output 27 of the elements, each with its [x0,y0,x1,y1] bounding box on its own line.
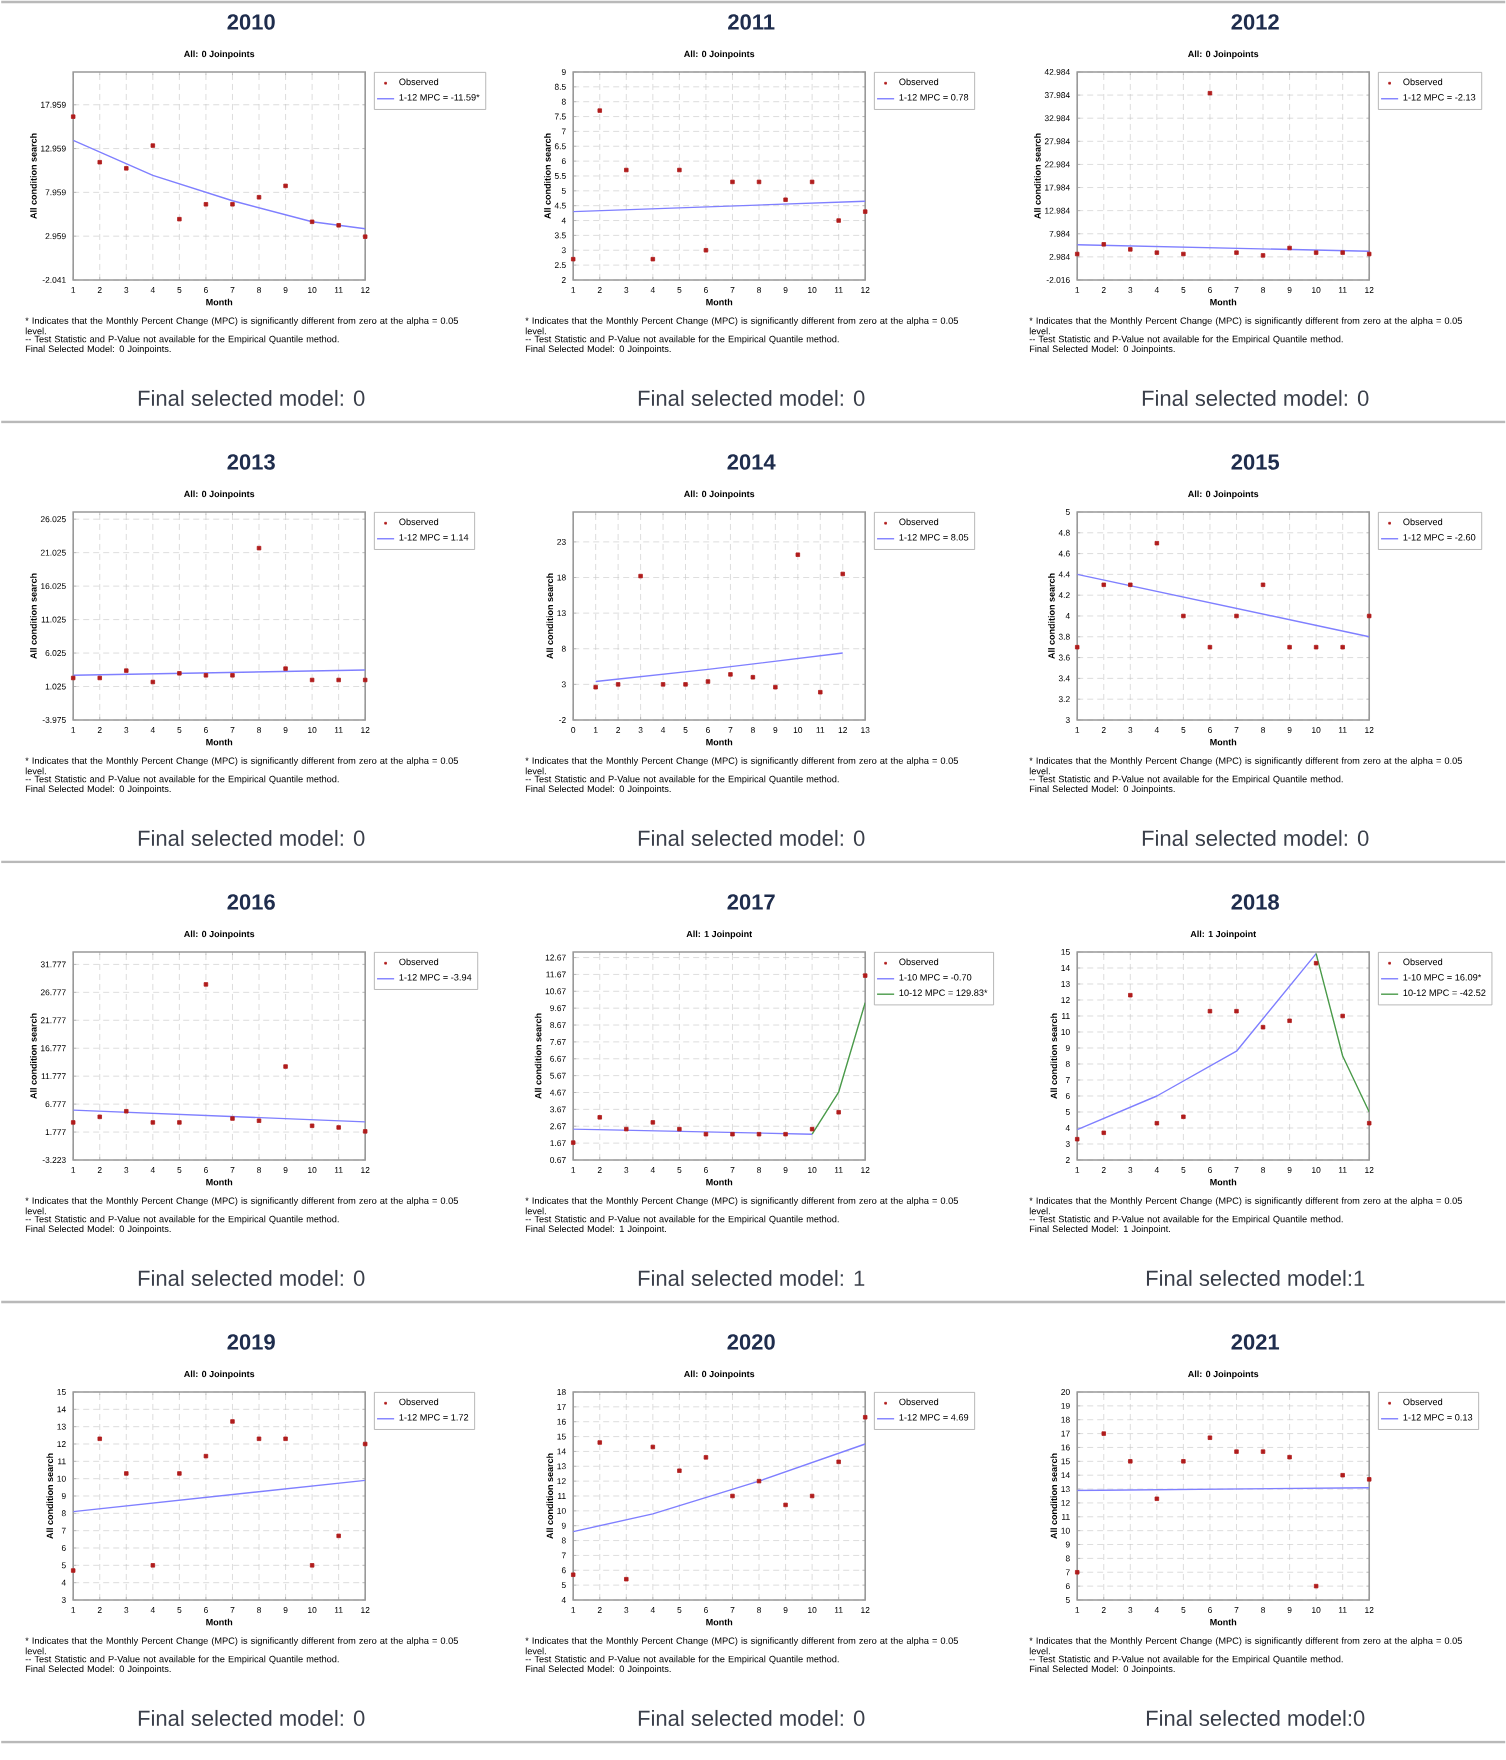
chart-title: 2010 [227,14,275,30]
text: Final selected model: 0 [638,389,865,407]
chart-title: 2012 [1231,14,1279,30]
text: Final selected model: 0 [138,1269,365,1287]
line-series [1077,952,1317,1131]
chart-title: 2016 [227,894,275,910]
text: Final selected model: 0 [1142,829,1369,847]
text: Final selected model: 0 [638,829,865,847]
chart-title: 2021 [1231,1334,1279,1350]
chart-title: 2017 [727,894,775,910]
text: Final selected model: 0 [1142,389,1369,407]
chart-title: 2018 [1231,894,1279,910]
text: Final selected model: 0 [638,1709,865,1727]
line-series [573,1443,866,1533]
text: Final selected model: 0 [138,389,365,407]
line-series [73,139,366,230]
chart-title: 2015 [1231,454,1279,470]
chart-title: 2014 [727,454,776,470]
text: Final selected model: 0 [138,829,365,847]
text: Final selected model: 0 [138,1709,365,1727]
chart-title: 2020 [727,1334,775,1350]
chart-title: 2011 [727,14,775,30]
chart-title: 2019 [227,1334,275,1350]
chart-title: 2013 [227,454,275,470]
text: Final selected model:1 [1146,1269,1364,1287]
text: Final selected model: 1 [638,1269,865,1287]
text: Final selected model:0 [1146,1709,1365,1727]
